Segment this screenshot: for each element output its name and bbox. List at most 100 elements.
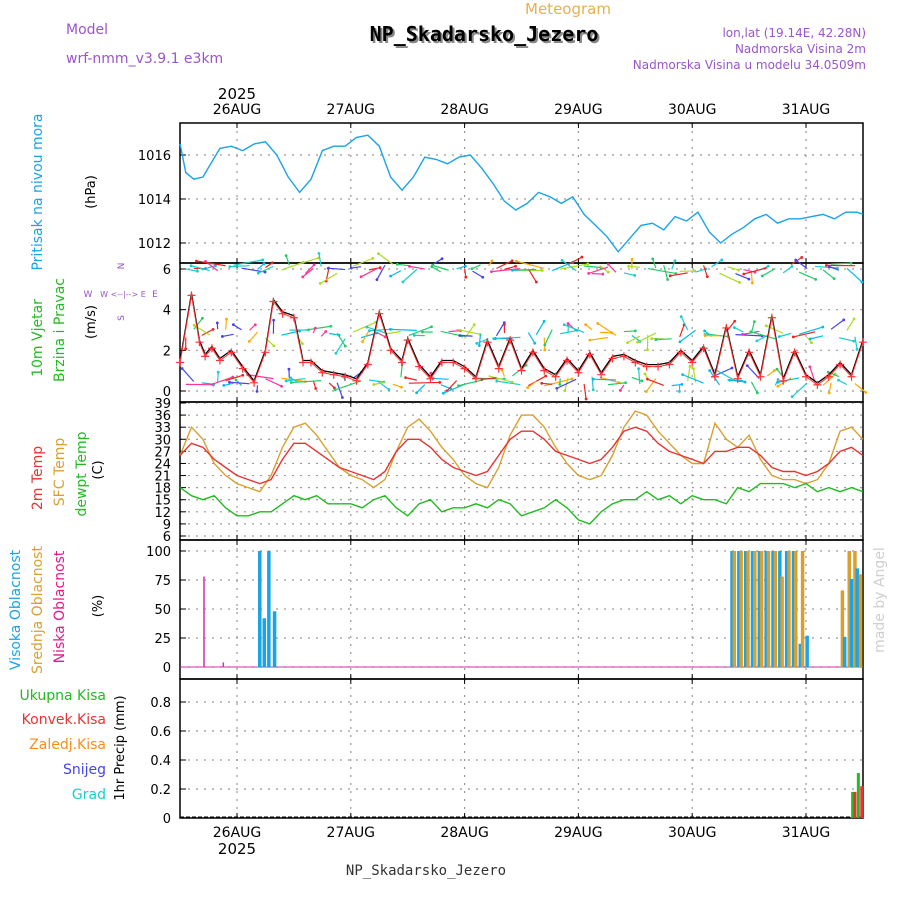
wind-arrow	[652, 258, 657, 269]
wind-arrow-head	[228, 380, 231, 384]
wind-speed-marker	[631, 358, 640, 367]
wind-arrow-head	[860, 280, 864, 284]
wind-arrow	[541, 382, 553, 385]
wind-arrow-head	[606, 262, 610, 266]
wind-arrow	[687, 366, 691, 382]
wind-arrow	[556, 378, 577, 389]
x-day-label-bottom: 30AUG	[668, 825, 717, 841]
wind-arrow	[854, 383, 867, 393]
wind-arrow	[285, 255, 290, 266]
y-tick-label: 21	[154, 470, 171, 485]
wind-arrow-head	[377, 252, 380, 256]
wind-arrow	[527, 268, 537, 283]
wind-arrow	[386, 330, 401, 335]
wind-arrow-head	[180, 367, 184, 370]
wind-arrow	[561, 259, 577, 272]
wind-arrow	[464, 268, 467, 278]
wind-arrow	[181, 368, 195, 382]
wind-arrow	[560, 263, 588, 270]
wind-arrow-head	[431, 263, 434, 267]
wind-arrow	[637, 332, 657, 343]
wind-arrow-head	[591, 377, 595, 381]
wind-arrow-head	[533, 341, 537, 345]
wind-arrow	[390, 328, 417, 332]
wind-arrow	[297, 257, 319, 266]
wind-speed-marker	[201, 352, 210, 361]
wind-arrow	[408, 381, 440, 384]
wind-arrow	[201, 328, 214, 336]
wind-speed-marker	[597, 370, 606, 379]
wind-title: 10m Vjetar	[30, 299, 46, 377]
wind-arrow	[400, 364, 403, 378]
wind-arrow-head	[540, 381, 544, 385]
x-year-label-bottom: 2025	[218, 840, 256, 858]
wind-arrow	[623, 272, 635, 276]
wind-arrow	[478, 334, 482, 346]
cloud-bar-mid	[858, 574, 863, 667]
wind-arrow-head	[401, 280, 405, 284]
wind-speed-marker	[574, 368, 583, 377]
wind-arrow-head	[678, 340, 682, 344]
panel-frame	[179, 401, 864, 541]
cloud-bar-high	[842, 636, 847, 667]
wind-arrow	[628, 265, 640, 268]
wind-arrow-head	[837, 378, 840, 382]
wind-arrow-head	[654, 338, 658, 342]
y-tick-label: 0.4	[150, 754, 171, 769]
wind-arrow	[528, 375, 546, 387]
wind-arrow	[496, 380, 521, 386]
wind-arrow	[512, 268, 537, 271]
wind-arrow-head	[606, 270, 610, 274]
wind-arrow	[822, 269, 835, 280]
cloud-bar-mid	[759, 551, 764, 667]
cloud-bar-mid	[847, 551, 851, 667]
wind-arrow-head	[755, 339, 759, 343]
wind-speed-marker	[471, 374, 480, 383]
wind-arrow-head	[234, 378, 238, 382]
compass-w-label: W	[84, 290, 93, 300]
wind-speed-marker	[227, 348, 236, 357]
wind-arrow	[750, 272, 753, 284]
wind-arrow-head	[591, 388, 595, 392]
wind-arrow	[588, 266, 609, 274]
wind-arrow-head	[596, 322, 600, 325]
wind-arrow	[336, 333, 346, 347]
wind-arrow-head	[457, 384, 460, 388]
wind-arrow-head	[470, 267, 474, 271]
wind-arrow	[305, 325, 331, 331]
wind-speed-marker	[483, 338, 492, 347]
wind-arrow-head	[650, 337, 654, 341]
wind-arrow-head	[220, 335, 224, 338]
wind-arrow	[846, 318, 855, 331]
cloud-bar-high	[855, 568, 859, 667]
wind-arrow-head	[588, 338, 592, 342]
wind-arrow	[680, 316, 689, 331]
cloud-bar-high	[757, 551, 762, 667]
wind-arrow-head	[495, 379, 499, 383]
wind-arrow-head	[666, 278, 670, 281]
wind-arrow	[405, 377, 417, 381]
panel-frame	[179, 122, 864, 264]
wind-arrow	[719, 272, 740, 284]
wind-arrow-head	[333, 388, 337, 392]
wind-arrow	[432, 264, 449, 271]
wind-arrow-head	[810, 341, 813, 345]
wind-speed-marker	[278, 309, 287, 318]
wind-arrow-head	[477, 344, 481, 347]
wind-arrow-head	[502, 323, 506, 326]
y-tick-label: 100	[146, 545, 171, 560]
wind-arrow-head	[262, 262, 266, 266]
wind-arrow-head	[324, 330, 328, 333]
y-tick-label: 75	[154, 574, 171, 589]
wind-arrow	[233, 324, 242, 331]
wind-arrow-head	[800, 256, 804, 259]
wind-arrow	[544, 329, 553, 346]
y-tick-label: 33	[154, 421, 171, 436]
wind-arrow	[431, 266, 442, 273]
wind-speed-marker	[665, 360, 674, 369]
wind-arrow	[408, 326, 432, 336]
wind-arrow	[655, 338, 672, 341]
wind-speed-marker	[415, 362, 424, 371]
wind-arrow-head	[584, 323, 588, 327]
